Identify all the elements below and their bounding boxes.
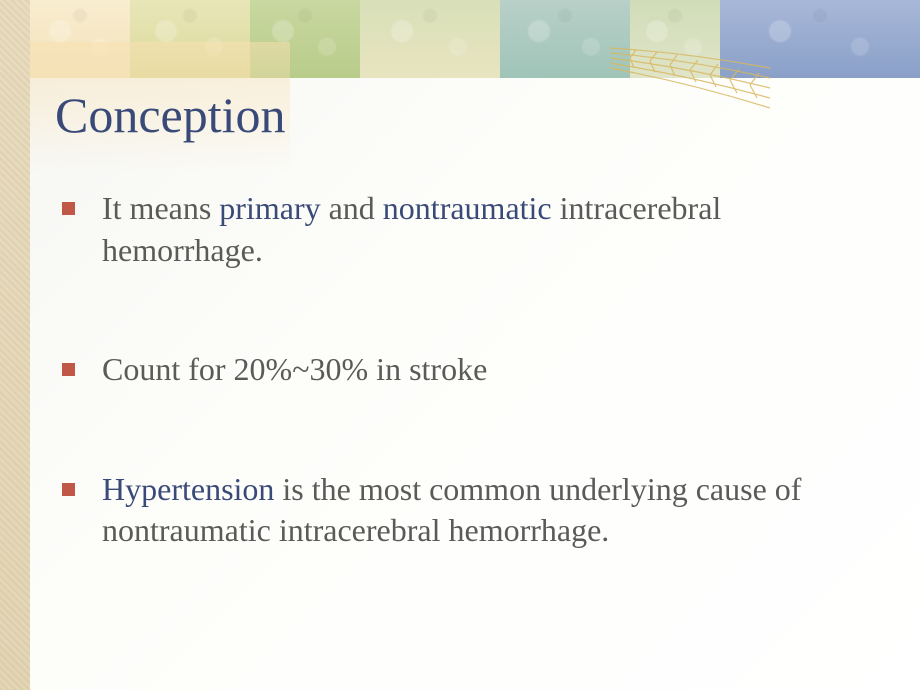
decorative-banner <box>30 0 920 78</box>
banner-segment <box>720 0 920 78</box>
bullet-text-accent: nontraumatic <box>383 190 552 226</box>
banner-segment <box>500 0 630 78</box>
bullet-text-accent: Hypertension <box>102 471 274 507</box>
bullet-item: It means primary and nontraumatic intrac… <box>62 188 862 271</box>
banner-segment <box>630 0 720 78</box>
bullet-list: It means primary and nontraumatic intrac… <box>62 188 862 552</box>
bullet-item: Hypertension is the most common underlyi… <box>62 469 862 552</box>
bullet-text: Count for 20%~30% in stroke <box>102 351 487 387</box>
bullet-text: and <box>321 190 383 226</box>
banner-segment <box>130 0 250 78</box>
banner-segment <box>30 0 130 78</box>
banner-segment <box>250 0 360 78</box>
bullet-item: Count for 20%~30% in stroke <box>62 349 862 391</box>
bullet-text: It means <box>102 190 219 226</box>
banner-segment <box>360 0 500 78</box>
slide-title: Conception <box>55 86 286 144</box>
left-texture-stripe <box>0 0 30 690</box>
bullet-text-accent: primary <box>219 190 320 226</box>
